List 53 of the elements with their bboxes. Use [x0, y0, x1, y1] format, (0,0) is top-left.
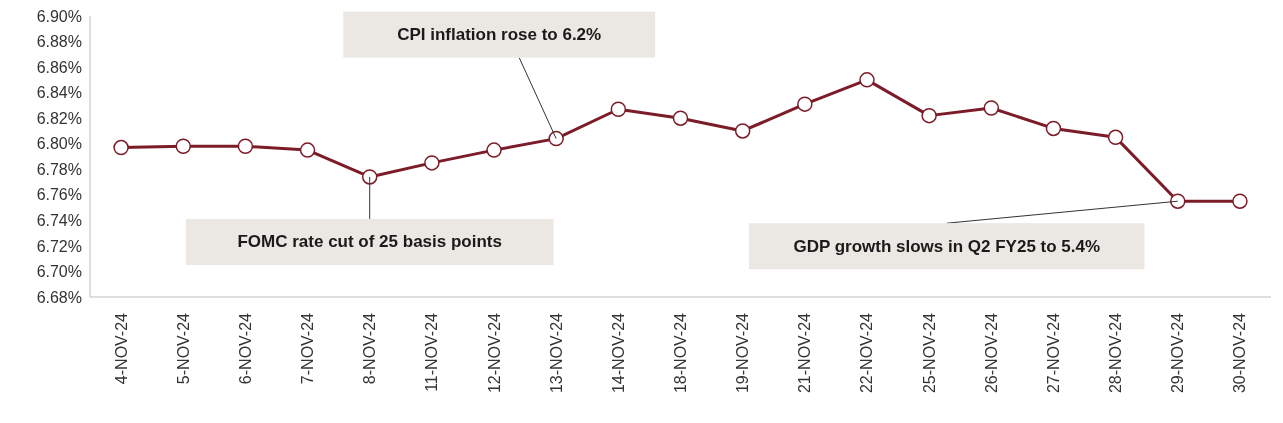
annotation: FOMC rate cut of 25 basis points	[237, 232, 502, 252]
y-tick-label: 6.74%	[36, 212, 82, 230]
x-tick-label: 30-NOV-24	[1231, 312, 1249, 394]
x-tick-label: 8-NOV-24	[361, 312, 379, 385]
y-tick-label: 6.70%	[36, 263, 82, 281]
x-tick-label: 6-NOV-24	[236, 312, 254, 385]
y-tick-label: 6.88%	[36, 33, 82, 51]
x-tick-label: 21-NOV-24	[796, 312, 814, 394]
x-tick-label: 29-NOV-24	[1169, 312, 1187, 394]
point	[1045, 120, 1062, 137]
y-tick-label: 6.80%	[36, 135, 82, 153]
x-tick-label: 14-NOV-24	[609, 312, 627, 394]
point	[299, 142, 316, 158]
x-tick-label: 22-NOV-24	[858, 312, 876, 394]
point	[1107, 129, 1124, 146]
point	[486, 142, 502, 158]
y-tick-label: 6.82%	[36, 109, 82, 127]
y-tick-label: 6.90%	[36, 7, 82, 25]
point	[983, 100, 1000, 116]
point	[921, 107, 937, 124]
point	[175, 138, 191, 155]
x-tick-label: 5-NOV-24	[174, 312, 192, 385]
x-tick-label: 13-NOV-24	[547, 312, 565, 394]
point	[734, 123, 751, 139]
point	[1170, 193, 1186, 209]
point	[237, 138, 254, 155]
x-tick-label: 27-NOV-24	[1044, 312, 1062, 394]
annotation: GDP growth slows in Q2 FY25 to 5.4%	[793, 236, 1101, 256]
y-tick-label: 6.76%	[36, 186, 82, 204]
point	[1232, 193, 1248, 209]
point	[424, 155, 440, 171]
y-tick-label: 6.86%	[36, 58, 82, 76]
x-tick-label: 7-NOV-24	[299, 312, 317, 385]
point	[797, 96, 813, 112]
y-tick-label: 6.68%	[36, 288, 82, 306]
annotation: CPI inflation rose to 6.2%	[397, 25, 602, 45]
x-tick-label: 26-NOV-24	[982, 312, 1000, 394]
x-tick-label: 11-NOV-24	[423, 312, 441, 392]
point	[672, 110, 689, 126]
point	[113, 139, 129, 156]
point	[548, 130, 564, 147]
x-tick-label: 18-NOV-24	[672, 312, 689, 394]
y-tick-label: 6.78%	[36, 160, 82, 178]
y-tick-label: 6.72%	[36, 237, 82, 255]
point	[859, 72, 875, 88]
point	[361, 169, 378, 185]
y-tick-label: 6.84%	[36, 84, 82, 102]
x-tick-label: 12-NOV-24	[485, 312, 503, 394]
x-tick-label: 25-NOV-24	[920, 312, 938, 394]
x-tick-label: 19-NOV-24	[734, 312, 752, 394]
x-tick-label: 28-NOV-24	[1107, 312, 1125, 394]
x-tick-label: 4-NOV-24	[112, 312, 130, 385]
point	[610, 101, 627, 117]
